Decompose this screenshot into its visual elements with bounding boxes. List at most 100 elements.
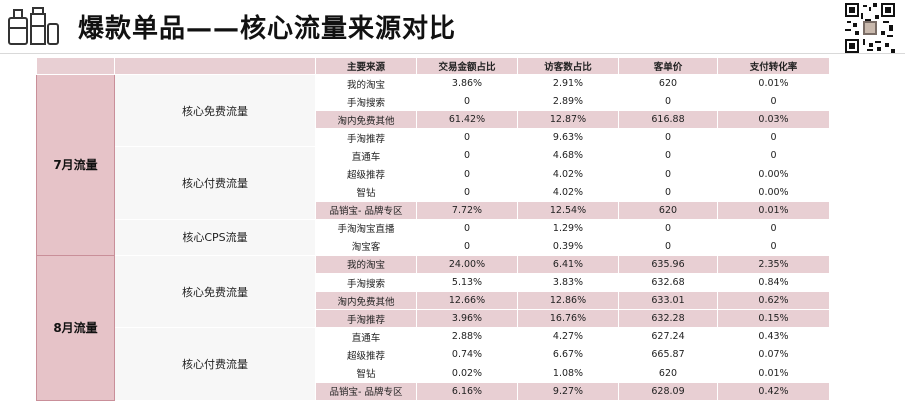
month-label: 7月流量 (36, 74, 115, 256)
traffic-source-table: 主要来源 交易金额占比 访客数占比 客单价 支付转化率 7月流量 核心免费流量 我的… (36, 57, 830, 401)
avg-order-value-cell: 0 (618, 164, 718, 184)
visitor-share-cell: 4.02% (517, 182, 619, 202)
source-name-cell: 手淘推荐 (315, 309, 417, 329)
table-row: 超级推荐 0 4.02% 0 0.00% (37, 164, 830, 184)
conversion-rate-cell: 0 (717, 92, 830, 112)
traffic-group-label: 核心CPS流量 (114, 218, 316, 256)
traffic-group-label: 核心免费流量 (114, 73, 316, 148)
header-visitor-share: 访客数占比 (517, 57, 619, 75)
table-row: 手淘推荐 0 9.63% 0 0 (37, 128, 830, 148)
gmv-share-cell: 0 (416, 92, 518, 112)
visitor-share-cell: 3.83% (517, 273, 619, 293)
avg-order-value-cell: 0 (618, 218, 718, 238)
page-title: 爆款单品——核心流量来源对比 (78, 14, 457, 44)
table-row: 智钻 0 4.02% 0 0.00% (37, 182, 830, 202)
table-row: 核心付费流量 直通车 0 4.68% 0 0 (37, 146, 830, 220)
table-row: 智钻 0.02% 1.08% 620 0.01% (37, 363, 830, 383)
conversion-rate-cell: 0.42% (717, 381, 830, 401)
visitor-share-cell: 4.27% (517, 327, 619, 347)
conversion-rate-cell: 0.62% (717, 291, 830, 311)
table-row: 手淘推荐 3.96% 16.76% 632.28 0.15% (37, 309, 830, 329)
table-row: 手淘搜索 5.13% 3.83% 632.68 0.84% (37, 273, 830, 293)
avg-order-value-cell: 635.96 (618, 254, 718, 275)
gmv-share-cell: 0.74% (416, 345, 518, 365)
avg-order-value-cell: 632.68 (618, 273, 718, 293)
gmv-share-cell: 0.02% (416, 363, 518, 383)
visitor-share-cell: 0.39% (517, 236, 619, 256)
gmv-share-cell: 61.42% (416, 110, 518, 130)
avg-order-value-cell: 665.87 (618, 345, 718, 365)
slide-header: 爆款单品——核心流量来源对比 (0, 0, 905, 58)
conversion-rate-cell: 0.01% (717, 73, 830, 94)
avg-order-value-cell: 632.28 (618, 309, 718, 329)
conversion-rate-cell: 0.01% (717, 200, 830, 220)
conversion-rate-cell: 0 (717, 128, 830, 148)
header-gmv-share: 交易金额占比 (416, 57, 518, 75)
month-label: 8月流量 (36, 254, 115, 401)
gmv-share-cell: 0 (416, 128, 518, 148)
avg-order-value-cell: 0 (618, 92, 718, 112)
table-header-row: 主要来源 交易金额占比 访客数占比 客单价 支付转化率 (36, 57, 830, 75)
source-name-cell: 淘内免费其他 (315, 291, 417, 311)
cosmetics-logo-icon (8, 7, 59, 45)
table-row: 淘宝客 0 0.39% 0 0 (37, 236, 830, 256)
gmv-share-cell: 3.86% (416, 73, 518, 94)
header-corner-month (36, 57, 115, 75)
source-name-cell: 智钻 (315, 182, 417, 202)
conversion-rate-cell: 0.43% (717, 327, 830, 347)
avg-order-value-cell: 620 (618, 73, 718, 94)
gmv-share-cell: 0 (416, 236, 518, 256)
visitor-share-cell: 12.87% (517, 110, 619, 130)
visitor-share-cell: 16.76% (517, 309, 619, 329)
visitor-share-cell: 6.41% (517, 254, 619, 275)
table-row: 8月流量 核心免费流量 我的淘宝 24.00% 6.41% 635.96 2.35% (36, 254, 830, 401)
source-name-cell: 手淘淘宝直播 (315, 218, 417, 238)
avg-order-value-cell: 0 (618, 128, 718, 148)
traffic-group-label: 核心付费流量 (114, 327, 316, 401)
source-name-cell: 手淘搜索 (315, 273, 417, 293)
avg-order-value-cell: 620 (618, 200, 718, 220)
avg-order-value-cell: 628.09 (618, 381, 718, 401)
source-name-cell: 手淘推荐 (315, 128, 417, 148)
avg-order-value-cell: 0 (618, 146, 718, 166)
visitor-share-cell: 12.86% (517, 291, 619, 311)
conversion-rate-cell: 0.03% (717, 110, 830, 130)
gmv-share-cell: 2.88% (416, 327, 518, 347)
table-row: 核心付费流量 直通车 2.88% 4.27% 627.24 0.43% (37, 327, 830, 401)
gmv-share-cell: 0 (416, 164, 518, 184)
conversion-rate-cell: 0.07% (717, 345, 830, 365)
header-source: 主要来源 (315, 57, 417, 75)
visitor-share-cell: 2.89% (517, 92, 619, 112)
visitor-share-cell: 2.91% (517, 73, 619, 94)
conversion-rate-cell: 0.00% (717, 182, 830, 202)
gmv-share-cell: 24.00% (416, 254, 518, 275)
conversion-rate-cell: 0.01% (717, 363, 830, 383)
source-name-cell: 手淘搜索 (315, 92, 417, 112)
table-row: 超级推荐 0.74% 6.67% 665.87 0.07% (37, 345, 830, 365)
source-name-cell: 直通车 (315, 146, 417, 166)
visitor-share-cell: 9.63% (517, 128, 619, 148)
traffic-group-label: 核心免费流量 (114, 254, 316, 329)
visitor-share-cell: 1.29% (517, 218, 619, 238)
visitor-share-cell: 4.02% (517, 164, 619, 184)
gmv-share-cell: 7.72% (416, 200, 518, 220)
visitor-share-cell: 9.27% (517, 381, 619, 401)
gmv-share-cell: 0 (416, 218, 518, 238)
qr-code-icon (845, 3, 895, 53)
gmv-share-cell: 0 (416, 146, 518, 166)
table-row: 手淘搜索 0 2.89% 0 0 (37, 92, 830, 112)
source-name-cell: 直通车 (315, 327, 417, 347)
source-name-cell: 品销宝- 品牌专区 (315, 200, 417, 220)
source-name-cell: 超级推荐 (315, 164, 417, 184)
header-corner-group (114, 57, 316, 75)
header-divider (0, 53, 905, 54)
source-name-cell: 品销宝- 品牌专区 (315, 381, 417, 401)
conversion-rate-cell: 0.15% (717, 309, 830, 329)
source-name-cell: 超级推荐 (315, 345, 417, 365)
visitor-share-cell: 12.54% (517, 200, 619, 220)
gmv-share-cell: 6.16% (416, 381, 518, 401)
source-name-cell: 我的淘宝 (315, 73, 417, 94)
traffic-group-label: 核心付费流量 (114, 146, 316, 220)
gmv-share-cell: 5.13% (416, 273, 518, 293)
avg-order-value-cell: 620 (618, 363, 718, 383)
